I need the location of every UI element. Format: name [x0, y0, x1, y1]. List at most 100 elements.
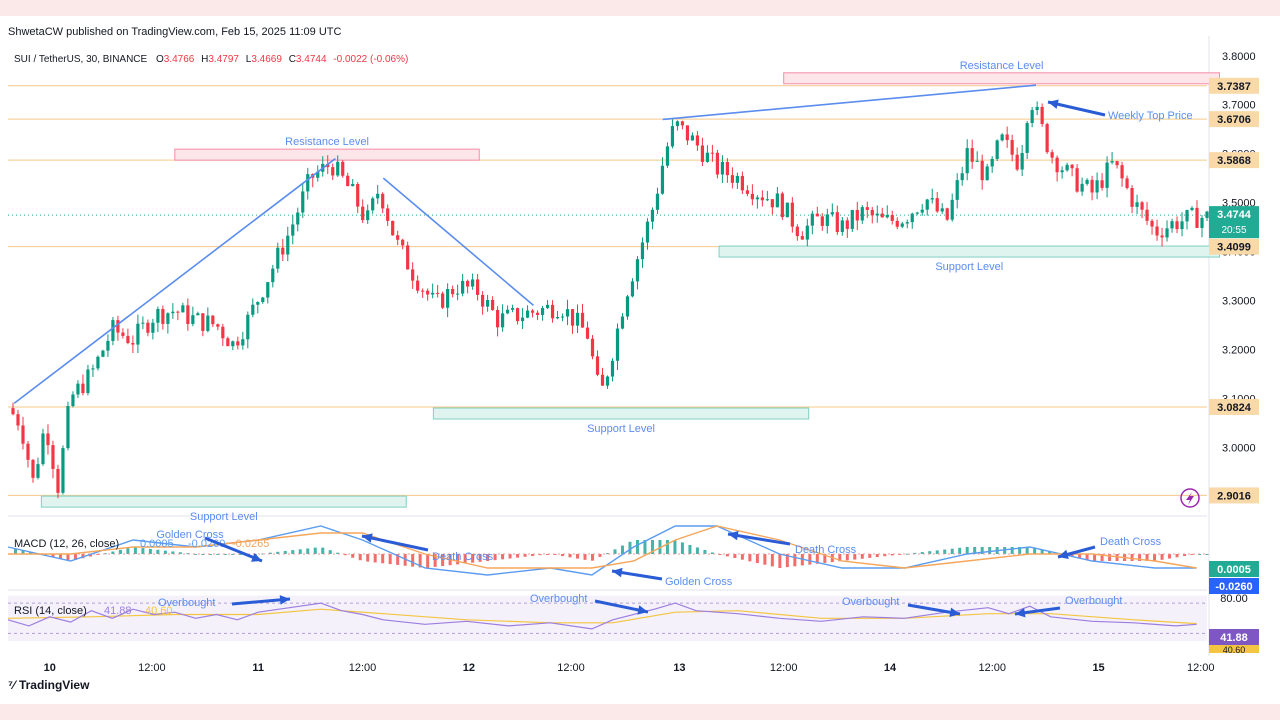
- candle-up: [96, 356, 100, 369]
- candle-up: [995, 140, 999, 159]
- support-zone[interactable]: [40, 495, 407, 508]
- candle-up: [670, 126, 675, 147]
- rsi-value: 41.88: [104, 605, 132, 617]
- chart-frame: ShwetaCW published on TradingView.com, F…: [0, 16, 1280, 704]
- macd-title: MACD (12, 26, close): [14, 538, 119, 550]
- candle-down: [730, 175, 734, 183]
- rsi-line: [7, 602, 1197, 630]
- candle-up: [181, 305, 185, 313]
- candle-down: [341, 161, 345, 176]
- candle-up: [306, 174, 310, 192]
- candle-up: [860, 207, 864, 221]
- candle-down: [1175, 221, 1179, 230]
- flash-icon[interactable]: [1180, 488, 1200, 508]
- candle-up: [540, 308, 545, 315]
- candle-up: [1165, 228, 1169, 238]
- rsi-upper-label: 80.00: [1220, 593, 1248, 605]
- candle-up: [735, 175, 739, 183]
- macd-histogram-bar: [725, 554, 729, 557]
- candle-down: [725, 161, 729, 176]
- candle-up: [955, 180, 959, 200]
- candle-up: [461, 280, 465, 294]
- macd-histogram-bar: [905, 553, 909, 555]
- overbought-arrow-head: [949, 607, 960, 618]
- candle-down: [211, 315, 215, 325]
- candle-down: [600, 374, 605, 386]
- candle-down: [116, 320, 120, 333]
- macd-histogram-bar: [1093, 554, 1097, 561]
- price-chart[interactable]: Resistance Level Resistance Level Support …: [0, 16, 1280, 704]
- macd-histogram-bar: [306, 548, 310, 554]
- resistance-zone[interactable]: [783, 72, 1221, 85]
- candle-up: [545, 304, 550, 309]
- candle-up: [431, 292, 435, 295]
- macd-histogram-bar: [231, 554, 235, 555]
- cross-arrow: [361, 534, 429, 552]
- candle-up: [965, 148, 969, 174]
- candle-down: [161, 309, 165, 324]
- candle-up: [765, 199, 769, 201]
- resistance-zone[interactable]: [174, 148, 480, 161]
- x-tick-label: 13: [673, 662, 685, 674]
- macd-histogram-bar: [628, 541, 632, 554]
- candle-up: [610, 360, 615, 377]
- candle-down: [46, 433, 50, 446]
- high-key: H: [201, 54, 209, 65]
- macd-histogram-bar: [928, 551, 932, 554]
- overbought-label: Overbought: [530, 593, 587, 605]
- candle-up: [141, 322, 145, 324]
- symbol-label[interactable]: SUI / TetherUS, 30, BINANCE: [14, 54, 148, 65]
- trendline[interactable]: [382, 177, 534, 306]
- resistance-label: Resistance Level: [960, 60, 1044, 72]
- candle-up: [650, 209, 655, 222]
- support-zone[interactable]: [432, 407, 810, 420]
- macd-histogram-bar: [943, 549, 947, 554]
- macd-histogram-bar: [875, 554, 879, 558]
- candle-down: [441, 293, 445, 308]
- trendline[interactable]: [662, 84, 1037, 121]
- macd-histogram-bar: [920, 552, 924, 554]
- candle-down: [1050, 152, 1054, 158]
- candle-down: [880, 213, 884, 218]
- candle-down: [585, 327, 590, 339]
- candle-up: [825, 214, 829, 226]
- macd-histogram-bar: [291, 550, 295, 554]
- candle-down: [550, 304, 555, 319]
- candle-up: [950, 199, 954, 220]
- candle-down: [131, 342, 135, 345]
- macd-histogram-bar: [650, 540, 654, 554]
- trendline[interactable]: [13, 157, 336, 404]
- macd-histogram-bar: [478, 554, 482, 562]
- macd-histogram-bar: [740, 554, 744, 560]
- y-tick-label: 3.3000: [1222, 295, 1256, 307]
- candle-down: [466, 280, 470, 287]
- candle-down: [1160, 235, 1164, 238]
- candle-down: [1155, 226, 1159, 236]
- candle-up: [510, 308, 515, 310]
- x-tick-label: 12:00: [138, 662, 166, 674]
- candle-up: [850, 209, 854, 229]
- candle-up: [91, 368, 95, 370]
- candle-down: [1070, 164, 1074, 169]
- macd-histogram-bar: [1010, 547, 1014, 554]
- candle-up: [276, 247, 280, 269]
- candle-down: [356, 184, 360, 207]
- macd-histogram-bar: [973, 547, 977, 554]
- macd-histogram-bar: [336, 552, 340, 554]
- candle-down: [1010, 139, 1014, 155]
- macd-histogram-bar: [733, 554, 737, 559]
- macd-histogram-bar: [635, 540, 639, 554]
- candle-down: [436, 292, 440, 294]
- candle-up: [206, 315, 210, 331]
- macd-signal-line: [8, 525, 1197, 569]
- macd-histogram-bar: [793, 554, 797, 567]
- candle-up: [1080, 183, 1084, 192]
- candle-up: [271, 268, 275, 283]
- candle-up: [615, 328, 620, 361]
- macd-histogram-bar: [673, 540, 677, 554]
- candle-up: [560, 316, 565, 318]
- candle-down: [1130, 188, 1134, 207]
- candle-up: [41, 433, 45, 465]
- candle-up: [156, 309, 160, 323]
- support-zone[interactable]: [718, 245, 1221, 258]
